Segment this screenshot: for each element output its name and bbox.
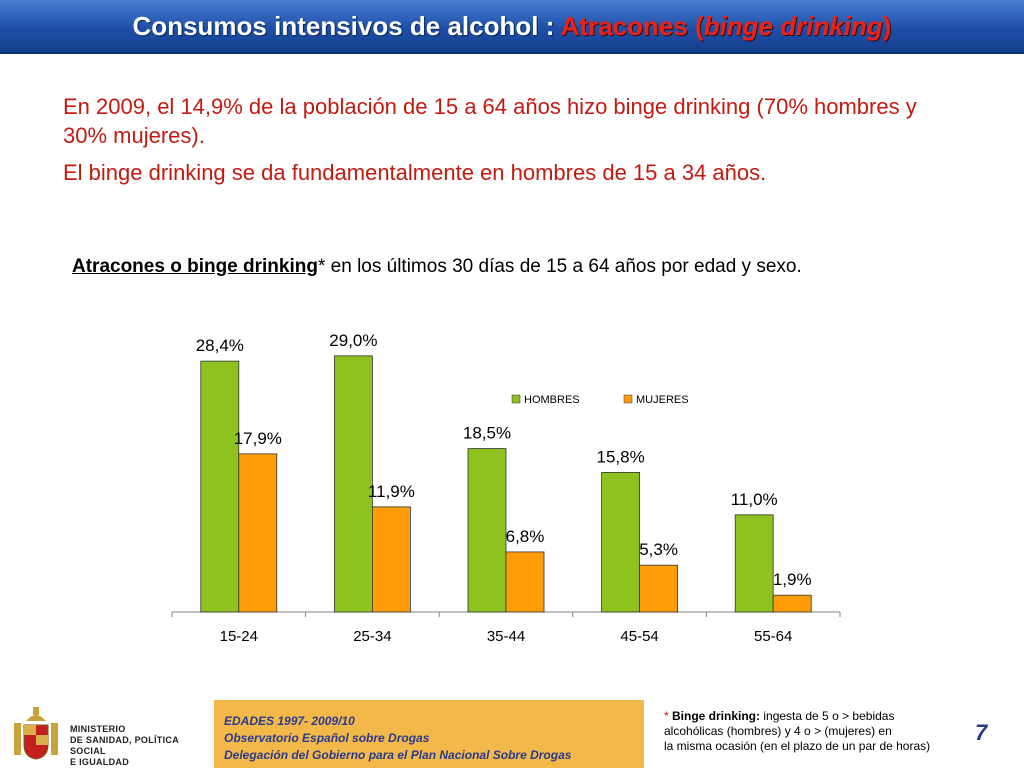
source-line-3: Delegación del Gobierno para el Plan Nac… [224,748,572,762]
data-label: 15,8% [596,447,644,466]
data-label: 11,9% [368,482,415,501]
data-label: 28,4% [196,336,244,355]
x-tick-label: 35-44 [487,628,525,645]
ministry-name: MINISTERIO DE SANIDAD, POLÍTICA SOCIAL E… [70,724,214,768]
slide-title: Consumos intensivos de alcohol : Atracon… [0,0,1024,52]
title-part-binge: binge drinking [703,11,883,41]
title-part-close: ) [882,11,892,41]
footnote: * Binge drinking: ingesta de 5 o > bebid… [664,709,984,754]
data-label: 11,0% [731,490,778,509]
bar-mujeres-15-24 [238,453,278,613]
title-part-atracones: Atracones ( [560,11,704,41]
x-tick-label: 25-34 [353,628,391,645]
bar-hombres-25-34 [333,355,373,613]
footnote-line-3: la misma ocasión (en el plazo de un par … [664,739,931,753]
slide-header: Consumos intensivos de alcohol : Atracon… [0,0,1024,54]
data-label: 29,0% [329,331,377,350]
legend-swatch-hombres [511,394,521,404]
source-box: EDADES 1997- 2009/10 Observatorio Españo… [214,700,644,768]
bar-hombres-35-44 [467,448,507,613]
chart-title-rest: * en los últimos 30 días de 15 a 64 años… [317,256,802,277]
intro-text: En 2009, el 14,9% de la población de 15 … [63,92,963,195]
source-text: EDADES 1997- 2009/10 Observatorio Españo… [224,713,571,764]
footnote-term: Binge drinking: [668,709,761,723]
bar-hombres-15-24 [200,360,240,613]
chart-title-underlined: Atracones o binge drinking [72,256,318,277]
ministry-line-3: E IGUALDAD [70,757,129,767]
data-label: 17,9% [234,429,282,448]
ministry-line-1: MINISTERIO [70,724,126,734]
bar-hombres-45-54 [601,472,641,613]
data-label: 1,9% [773,570,812,589]
source-line-1: EDADES 1997- 2009/10 [224,714,355,728]
x-tick-label: 15-24 [220,628,258,645]
bar-mujeres-55-64 [772,594,812,613]
ministry-logo-box: MINISTERIO DE SANIDAD, POLÍTICA SOCIAL E… [0,700,215,768]
bar-chart: 28,4% 17,9% 15-24 29,0% 11,9% 25-34 18,5% 6,8% 3… [171,331,841,645]
footnote-line-2: alcohólicas (hombres) y 4 o > (mujeres) … [664,724,892,738]
page-number: 7 [975,720,988,745]
source-line-2: Observatorio Español sobre Drogas [224,731,430,745]
data-label: 18,5% [463,424,511,443]
ministry-line-2: DE SANIDAD, POLÍTICA SOCIAL [70,735,179,756]
bar-mujeres-35-44 [505,551,545,613]
footnote-star: * [664,709,669,723]
bar-mujeres-25-34 [371,506,411,613]
bar-mujeres-45-54 [639,564,679,613]
footer: MINISTERIO DE SANIDAD, POLÍTICA SOCIAL E… [0,700,1024,768]
legend-label: HOMBRES [524,394,580,406]
footnote-line-1: ingesta de 5 o > bebidas [760,709,895,723]
x-tick-label: 55-64 [754,628,792,645]
intro-line-1: En 2009, el 14,9% de la población de 15 … [63,94,917,148]
title-part-main: Consumos intensivos de alcohol : [132,11,561,41]
title-part-highlight: Atracones (binge drinking) [561,11,892,41]
legend-label: MUJERES [636,394,689,406]
coat-of-arms-icon [14,707,58,760]
intro-line-2: El binge drinking se da fundamentalmente… [63,160,767,185]
bar-hombres-55-64 [734,514,774,613]
data-label: 5,3% [639,540,678,559]
legend-swatch-mujeres [623,394,633,404]
x-tick-label: 45-54 [620,628,658,645]
data-label: 6,8% [506,527,545,546]
chart-title: Atracones o binge drinking* en los últim… [72,256,802,278]
